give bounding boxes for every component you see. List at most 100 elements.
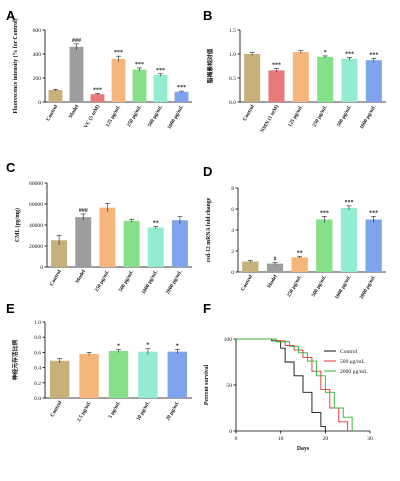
significance-mark: ** (153, 221, 159, 227)
significance-mark: * (146, 343, 149, 349)
y-axis-label: Percent survival (204, 364, 210, 405)
bar (153, 75, 168, 102)
significance-mark: * (324, 50, 327, 56)
x-tick-label: Control (49, 269, 63, 288)
x-tick-label: Control (45, 104, 59, 123)
x-tick-label: 250 μg/mL (126, 104, 144, 128)
y-tick-label: 0.8 (34, 335, 41, 341)
bar (108, 350, 129, 398)
significance-mark: # (274, 257, 277, 263)
y-tick-label: 6 (231, 207, 234, 213)
x-tick-label: 1000 μg/mL (141, 269, 160, 296)
significance-mark: *** (135, 62, 144, 68)
x-tick-label: 500 μg/mL (118, 269, 136, 293)
significance-mark: *** (320, 210, 329, 216)
y-axis-label: CML (pg/mg) (14, 208, 21, 242)
x-tick-label: Control (49, 400, 63, 419)
significance-mark: * (176, 343, 179, 349)
bar (340, 207, 358, 272)
legend-entry: 500 μg/mL (340, 359, 365, 365)
y-tick-label: 8 (231, 186, 234, 192)
y-tick-label: 2 (231, 249, 234, 255)
significance-mark: *** (156, 68, 165, 74)
y-tick-label: 1.5 (229, 28, 236, 34)
x-tick-label: 250 μg/mL (312, 104, 330, 128)
y-axis-label: ced-12 mRNA fold change (206, 197, 212, 262)
significance-mark: *** (177, 85, 186, 91)
significance-mark: *** (345, 51, 354, 57)
y-tick-label: 0.0 (34, 396, 41, 402)
y-tick-label: 50 (226, 383, 232, 389)
x-tick-label: 500 μg/mL (311, 274, 329, 298)
x-tick-label: 5 μg/mL (108, 400, 123, 420)
x-tick-label: Model (68, 104, 81, 120)
significance-mark: *** (93, 87, 102, 93)
y-tick-label: 40000 (29, 223, 43, 229)
y-axis-label: 神经元存活比例 (11, 340, 19, 381)
x-tick-label: Control (242, 104, 256, 123)
bar (266, 263, 284, 272)
x-axis-label: Days (297, 446, 310, 452)
x-tick-label: 250 μg/mL (94, 269, 112, 293)
panel-e: E 0.0 0.2 0.4 0.6 0.8 1.0 神经元存活比例 Control 2.5 μg/… (6, 301, 192, 423)
bar (123, 220, 140, 267)
bar (291, 257, 308, 272)
x-tick-label: 125 μg/mL (105, 104, 123, 128)
bar (365, 219, 382, 272)
bar (138, 351, 158, 398)
y-tick-label: 0.5 (229, 76, 236, 82)
y-tick-label: 200 (33, 76, 42, 82)
significance-mark: *** (345, 200, 354, 206)
x-tick-label: 500 μg/mL (147, 104, 165, 128)
bar (99, 207, 116, 267)
panel-b: B 0.0 0.5 1.0 1.5 脂褐素相对值 Control *** NMN (1 mM) 1… (203, 8, 386, 134)
y-tick-label: 1.0 (229, 52, 236, 58)
y-axis-label: 脂褐素相对值 (206, 48, 214, 84)
bar (111, 58, 126, 102)
series-line (236, 338, 349, 431)
x-tick-label: 10 μg/mL (136, 400, 152, 422)
y-tick-label: 0.2 (34, 381, 41, 387)
panel-d: D 0 2 4 6 8 ced-12 mRNA fold change Control # Mod… (203, 164, 386, 300)
bar (268, 70, 285, 102)
x-tick-label: VC (5 mM) (82, 103, 101, 129)
bar (79, 353, 99, 398)
significance-mark: * (117, 343, 120, 349)
significance-mark: *** (272, 62, 281, 68)
panel-label: D (203, 164, 212, 179)
x-tick-label: 250 μg/mL (286, 274, 304, 298)
x-tick-label: 2000 μg/mL (359, 274, 378, 301)
x-tick-label: 125 μg/mL (287, 104, 305, 128)
bar (317, 56, 334, 102)
panel-label: A (6, 8, 16, 23)
bar (292, 52, 309, 102)
bar (49, 360, 70, 398)
x-tick-label: 20 μg/mL (165, 400, 181, 422)
bar (147, 227, 164, 267)
y-tick-label: 600 (33, 28, 42, 34)
panel-a: A 0 200 400 600 Fluorescence intensity (% for… (6, 8, 192, 130)
bar (365, 60, 382, 102)
x-tick-label: Control (240, 274, 254, 293)
significance-mark: *** (369, 210, 378, 216)
x-tick-label: 20 (323, 436, 329, 442)
bar (167, 351, 188, 398)
significance-mark: ** (297, 250, 303, 256)
y-tick-label: 0 (40, 265, 43, 271)
bar (69, 46, 84, 102)
x-tick-label: 500 μg/mL (336, 104, 354, 128)
series-line (236, 338, 353, 431)
x-tick-label: 1000 μg/mL (334, 274, 353, 301)
bar (48, 90, 63, 102)
bar (316, 219, 333, 272)
bar (51, 240, 68, 267)
series-line (236, 338, 326, 431)
x-tick-label: 30 (367, 436, 373, 442)
bar (75, 217, 92, 267)
significance-mark: *** (114, 50, 123, 56)
y-tick-label: 0 (231, 270, 234, 276)
significance-mark: *** (369, 52, 378, 58)
bar (90, 94, 105, 102)
y-tick-label: 1.0 (34, 320, 41, 326)
